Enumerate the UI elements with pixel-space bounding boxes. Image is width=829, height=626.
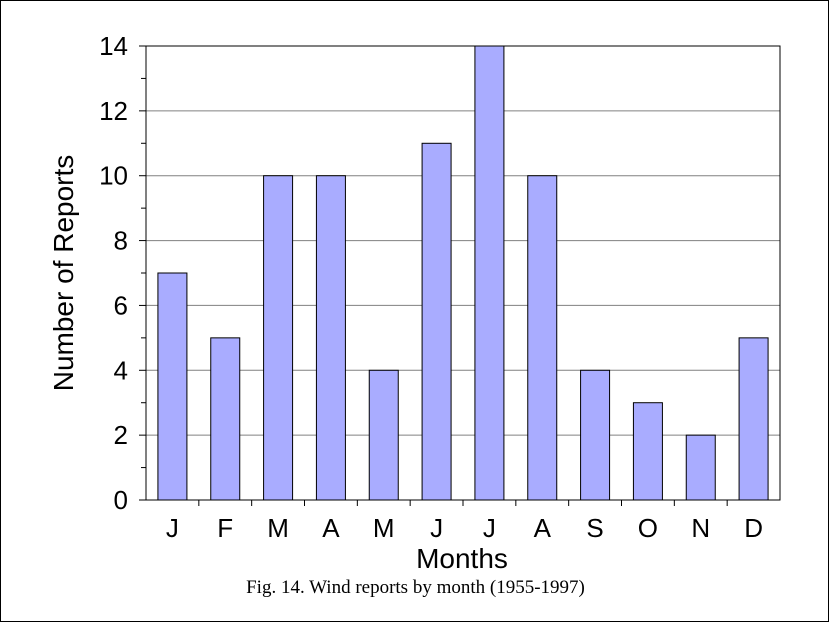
bar-2 xyxy=(263,175,294,501)
bar-8 xyxy=(580,369,611,501)
x-tick-label-0: J xyxy=(166,513,179,543)
x-tick-label-5: J xyxy=(430,513,443,543)
x-tick-label-2: M xyxy=(267,513,289,543)
bar-7 xyxy=(527,175,558,501)
bar-0 xyxy=(157,272,188,501)
bar-3 xyxy=(315,175,346,501)
y-tick-label-0: 0 xyxy=(114,485,128,515)
x-tick-label-7: A xyxy=(534,513,552,543)
bar-5 xyxy=(421,142,452,501)
x-tick-label-6: J xyxy=(483,513,496,543)
bar-4 xyxy=(368,369,399,501)
y-tick-label-3: 6 xyxy=(114,290,128,320)
x-tick-label-11: D xyxy=(744,513,763,543)
bar-9 xyxy=(632,402,663,501)
x-tick-label-4: M xyxy=(373,513,395,543)
axes xyxy=(139,45,781,506)
figure-caption: Fig. 14. Wind reports by month (1955-199… xyxy=(246,577,585,598)
y-tick-label-5: 10 xyxy=(99,161,128,191)
y-tick-label-6: 12 xyxy=(99,96,128,126)
bar-11 xyxy=(738,337,769,501)
bars xyxy=(157,45,769,501)
y-tick-labels: 0 2 4 6 8 10 12 14 xyxy=(99,31,128,515)
y-tick-label-1: 2 xyxy=(114,420,128,450)
x-tick-label-8: S xyxy=(586,513,603,543)
y-tick-label-2: 4 xyxy=(114,355,128,385)
plot-frame xyxy=(145,45,781,501)
x-tick-label-10: N xyxy=(691,513,710,543)
x-tick-label-3: A xyxy=(322,513,340,543)
bar-6 xyxy=(474,45,505,501)
x-axis-label: Months xyxy=(416,543,508,574)
y-axis-label: Number of Reports xyxy=(48,155,79,392)
y-tick-label-4: 8 xyxy=(114,226,128,256)
bar-1 xyxy=(210,337,241,501)
x-tick-label-1: F xyxy=(217,513,233,543)
bar-10 xyxy=(685,434,716,501)
gridlines xyxy=(146,45,780,436)
y-tick-label-7: 14 xyxy=(99,31,128,61)
x-tick-label-9: O xyxy=(638,513,658,543)
